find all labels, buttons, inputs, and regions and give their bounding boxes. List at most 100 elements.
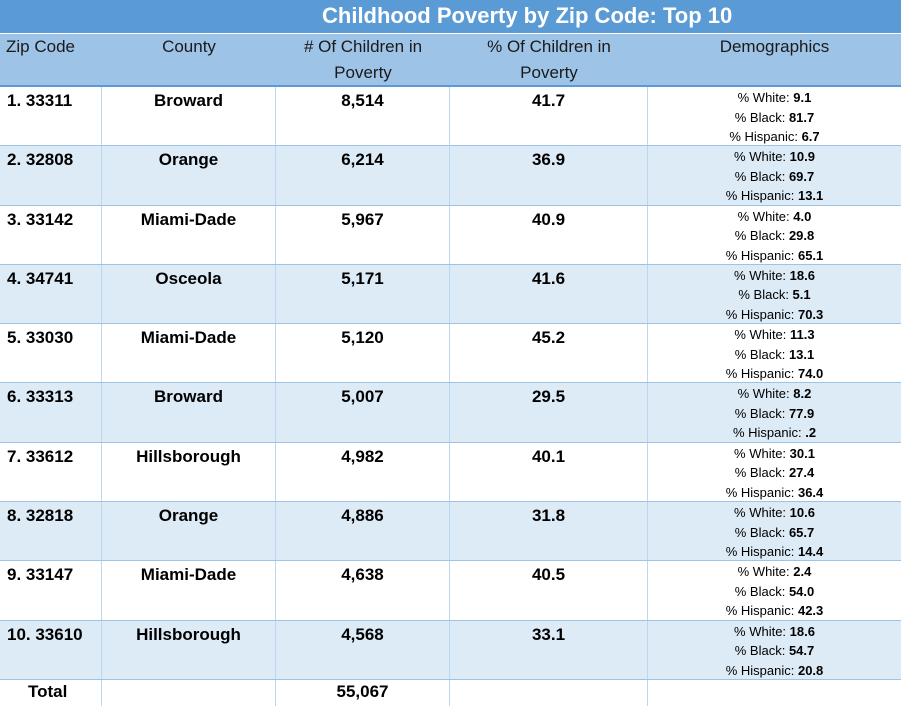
title-bar: Childhood Poverty by Zip Code: Top 10 (0, 0, 901, 33)
demo-hispanic-value: 20.8 (797, 662, 824, 678)
total-county-cell (102, 680, 276, 706)
demo-black-label: % Black: (734, 643, 789, 659)
demo-hispanic: % Hispanic: 65.1 (648, 246, 901, 266)
demo-black-value: 54.7 (788, 643, 815, 659)
children-count-cell: 5,171 (276, 264, 450, 324)
demo-black-value: 29.8 (788, 228, 815, 244)
header-percent-line1: % Of Children in (487, 37, 611, 56)
total-percent-cell (450, 680, 648, 706)
demo-hispanic-value: 65.1 (797, 247, 824, 263)
demo-hispanic-label: % Hispanic: (725, 188, 798, 204)
demo-hispanic-label: % Hispanic: (732, 425, 806, 441)
county-cell: Broward (102, 383, 276, 442)
demo-black-label: % Black: (734, 583, 789, 599)
header-percent: % Of Children in Poverty (450, 34, 648, 85)
demo-white-value: 18.6 (789, 623, 815, 639)
children-percent-cell: 33.1 (450, 620, 648, 679)
header-row: Zip Code County # Of Children in Poverty… (0, 34, 901, 87)
demo-black-value: 27.4 (788, 465, 815, 481)
demo-black: % Black: 69.7 (648, 167, 901, 187)
table-row: 3. 33142 Miami-Dade 5,967 40.9% White: 4.0%… (0, 205, 901, 266)
children-percent-cell: 29.5 (450, 383, 648, 442)
demo-hispanic: % Hispanic: 6.7 (648, 127, 901, 147)
demographics-cell: % White: 10.9% Black: 69.7% Hispanic: 13… (648, 146, 901, 204)
county-cell: Osceola (102, 264, 276, 324)
children-count-cell: 8,514 (276, 87, 450, 146)
header-demographics: Demographics (719, 37, 830, 56)
demo-white: % White: 4.0 (648, 207, 901, 227)
table-row: 4. 34741 Osceola 5,171 41.6% White: 18.6% B… (0, 264, 901, 325)
demo-white-label: % White: (737, 90, 794, 105)
demo-black: % Black: 13.1 (648, 345, 901, 365)
demo-black-label: % Black: (734, 346, 789, 362)
children-percent-cell: 31.8 (450, 502, 648, 561)
demo-hispanic-label: % Hispanic: (725, 247, 798, 263)
children-percent-cell: 40.1 (450, 442, 648, 502)
demo-white: % White: 10.9 (648, 147, 901, 167)
demographics-cell: % White: 10.6% Black: 65.7% Hispanic: 14… (648, 502, 901, 560)
demo-black-label: % Black: (734, 109, 789, 125)
demo-black: % Black: 81.7 (648, 108, 901, 128)
children-percent-cell: 41.6 (450, 264, 648, 324)
demo-white: % White: 2.4 (648, 562, 901, 582)
children-percent-cell: 40.5 (450, 561, 648, 620)
demo-hispanic-value: 36.4 (797, 484, 824, 500)
demo-hispanic-value: 6.7 (801, 129, 820, 144)
total-row: Total 55,067 (0, 680, 901, 706)
demo-black: % Black: 77.9 (648, 404, 901, 424)
demographics-cell: % White: 8.2% Black: 77.9% Hispanic: .2 (648, 383, 901, 441)
demo-white-label: % White: (734, 623, 790, 639)
children-count-cell: 4,982 (276, 442, 450, 502)
demo-white-label: % White: (737, 386, 794, 402)
total-demographics-cell (648, 680, 901, 706)
demo-white: % White: 18.6 (648, 266, 901, 286)
demo-hispanic: % Hispanic: 14.4 (648, 542, 901, 562)
zip-cell: 4. 34741 (0, 264, 102, 324)
table-row: 9. 33147 Miami-Dade 4,638 40.5% White: 2.4%… (0, 561, 901, 621)
children-percent-cell: 41.7 (450, 87, 648, 146)
demo-white-label: % White: (737, 208, 794, 224)
children-count-cell: 4,886 (276, 502, 450, 561)
header-zip: Zip Code (6, 37, 75, 56)
demo-white: % White: 30.1 (648, 444, 901, 464)
demo-white: % White: 9.1 (648, 88, 901, 108)
demo-hispanic: % Hispanic: .2 (648, 423, 901, 443)
county-cell: Broward (102, 87, 276, 146)
total-count: 55,067 (276, 680, 450, 706)
demo-hispanic-label: % Hispanic: (725, 662, 798, 678)
demo-hispanic-label: % Hispanic: (725, 366, 798, 382)
demo-hispanic: % Hispanic: 42.3 (648, 601, 901, 621)
children-count-cell: 6,214 (276, 146, 450, 205)
children-percent-cell: 45.2 (450, 324, 648, 383)
demo-hispanic: % Hispanic: 70.3 (648, 305, 901, 325)
demo-white-label: % White: (734, 149, 790, 165)
demo-hispanic: % Hispanic: 36.4 (648, 483, 901, 503)
demo-black: % Black: 29.8 (648, 226, 901, 246)
demo-hispanic-label: % Hispanic: (725, 484, 798, 500)
demo-black-label: % Black: (734, 405, 789, 421)
table-row: 1. 33311 Broward 8,514 41.7% White: 9.1% Bl… (0, 87, 901, 147)
table-row: 7. 33612 Hillsborough 4,982 40.1% White: 30… (0, 442, 901, 503)
demo-hispanic-value: 13.1 (797, 188, 824, 204)
demographics-cell: % White: 18.6% Black: 54.7 % Hispanic: 20… (648, 621, 901, 679)
table-row: 5. 33030 Miami-Dade 5,120 45.2% White: 11.3… (0, 324, 901, 384)
county-cell: Hillsborough (102, 442, 276, 502)
zip-cell: 8. 32818 (0, 502, 102, 561)
demo-white-label: % White: (734, 445, 790, 461)
demo-white-value: 2.4 (793, 564, 812, 580)
zip-cell: 10. 33610 (0, 620, 102, 679)
demo-white: % White: 10.6 (648, 503, 901, 523)
header-count-line2: Poverty (334, 63, 392, 82)
table-row: 6. 33313 Broward 5,007 29.5% White: 8.2% Bl… (0, 383, 901, 443)
demographics-cell: % White: 2.4% Black: 54.0% Hispanic: 42.… (648, 561, 901, 619)
demo-white-value: 18.6 (789, 267, 815, 283)
demo-black-label: % Black: (734, 168, 789, 184)
children-count-cell: 4,638 (276, 561, 450, 620)
demo-black-value: 77.9 (788, 405, 815, 421)
county-cell: Miami-Dade (102, 561, 276, 620)
county-cell: Miami-Dade (102, 205, 276, 264)
zip-cell: 3. 33142 (0, 205, 102, 264)
demo-hispanic: % Hispanic: 20.8 (648, 661, 901, 681)
demo-black-label: % Black: (738, 287, 793, 303)
